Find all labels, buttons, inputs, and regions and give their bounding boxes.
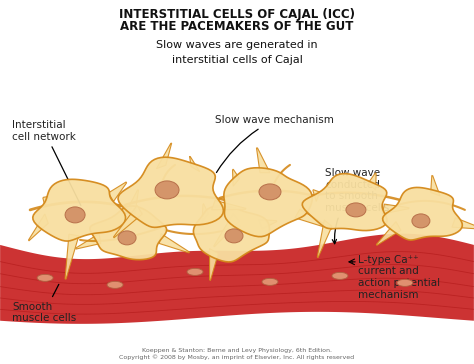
Text: Koeppen & Stanton: Berne and Levy Physiology, 6th Edition.
Copyright © 2008 by M: Koeppen & Stanton: Berne and Levy Physio… — [119, 348, 355, 360]
Polygon shape — [212, 200, 246, 210]
Ellipse shape — [332, 272, 348, 279]
Polygon shape — [214, 214, 239, 247]
Text: Slow wave
conducted
to smooth
muscle cells: Slow wave conducted to smooth muscle cel… — [325, 168, 389, 244]
Ellipse shape — [155, 181, 179, 199]
Ellipse shape — [107, 281, 123, 288]
Polygon shape — [256, 148, 270, 173]
Text: ARE THE PACEMAKERS OF THE GUT: ARE THE PACEMAKERS OF THE GUT — [120, 20, 354, 33]
Ellipse shape — [262, 278, 278, 285]
Polygon shape — [317, 220, 332, 258]
Polygon shape — [202, 204, 209, 222]
Ellipse shape — [259, 184, 281, 200]
Polygon shape — [193, 206, 269, 262]
Text: L-type Ca⁺⁺
current and
action potential
mechanism: L-type Ca⁺⁺ current and action potential… — [352, 255, 440, 300]
Ellipse shape — [65, 207, 85, 223]
Polygon shape — [113, 205, 142, 238]
Text: Interstitial
cell network: Interstitial cell network — [12, 120, 81, 205]
Polygon shape — [33, 179, 126, 241]
Polygon shape — [90, 206, 167, 260]
Ellipse shape — [412, 214, 430, 228]
Polygon shape — [65, 234, 79, 279]
Polygon shape — [383, 204, 409, 214]
Polygon shape — [76, 234, 101, 249]
Polygon shape — [383, 187, 462, 240]
Polygon shape — [156, 143, 172, 169]
Polygon shape — [28, 214, 48, 241]
Ellipse shape — [118, 231, 136, 245]
Polygon shape — [190, 157, 200, 172]
Polygon shape — [0, 234, 474, 324]
Ellipse shape — [397, 279, 413, 286]
Polygon shape — [295, 209, 332, 229]
Text: Slow waves are generated in
interstitial cells of Cajal: Slow waves are generated in interstitial… — [156, 40, 318, 65]
Ellipse shape — [225, 229, 243, 243]
Polygon shape — [376, 222, 401, 245]
Polygon shape — [259, 219, 277, 229]
Polygon shape — [302, 174, 387, 230]
Text: Slow wave mechanism: Slow wave mechanism — [215, 115, 334, 173]
Polygon shape — [43, 197, 48, 206]
Ellipse shape — [37, 274, 53, 281]
Ellipse shape — [346, 203, 366, 217]
Text: Smooth
muscle cells: Smooth muscle cells — [12, 284, 76, 324]
Polygon shape — [452, 218, 474, 229]
Polygon shape — [125, 190, 138, 214]
Polygon shape — [109, 182, 127, 202]
Polygon shape — [210, 249, 218, 280]
Polygon shape — [368, 173, 376, 190]
Polygon shape — [159, 234, 189, 253]
Polygon shape — [118, 157, 223, 228]
Polygon shape — [233, 169, 239, 186]
Polygon shape — [224, 168, 312, 237]
Polygon shape — [431, 175, 440, 196]
Text: INTERSTITIAL CELLS OF CAJAL (ICC): INTERSTITIAL CELLS OF CAJAL (ICC) — [119, 8, 355, 21]
Polygon shape — [313, 190, 320, 201]
Ellipse shape — [187, 268, 203, 276]
